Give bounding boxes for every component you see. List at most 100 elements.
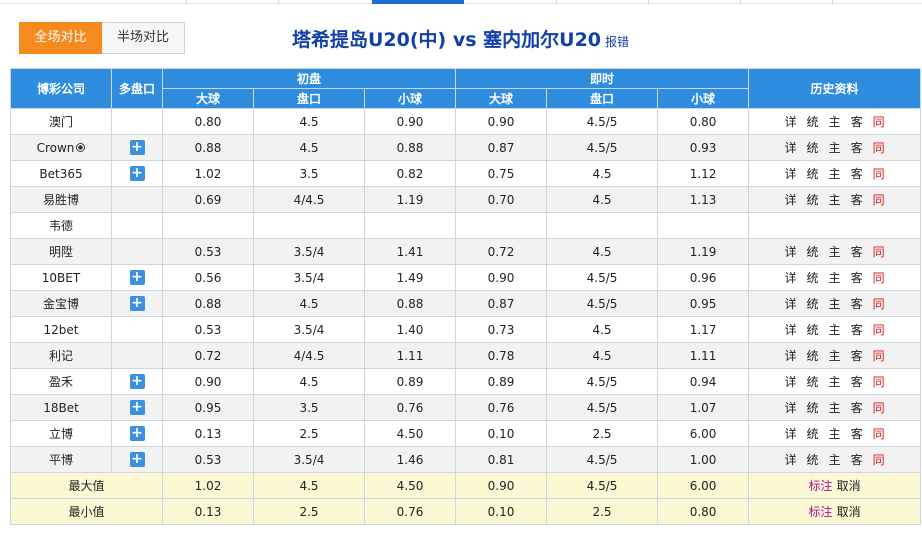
link-same[interactable]: 同 xyxy=(872,453,885,467)
company-cell: 利记 xyxy=(10,342,112,369)
link-away[interactable]: 客 xyxy=(850,115,863,129)
link-same[interactable]: 同 xyxy=(872,193,885,207)
link-away[interactable]: 客 xyxy=(850,401,863,415)
link-home[interactable]: 主 xyxy=(828,297,841,311)
odds-init-over: 1.02 xyxy=(162,160,254,187)
link-same[interactable]: 同 xyxy=(872,375,885,389)
link-stats[interactable]: 统 xyxy=(806,115,819,129)
plus-icon[interactable]: + xyxy=(129,373,145,389)
plus-icon[interactable]: + xyxy=(129,399,145,415)
link-stats[interactable]: 统 xyxy=(806,245,819,259)
link-detail[interactable]: 详 xyxy=(784,427,797,441)
link-detail[interactable]: 详 xyxy=(784,193,797,207)
link-same[interactable]: 同 xyxy=(872,323,885,337)
link-stats[interactable]: 统 xyxy=(806,297,819,311)
link-detail[interactable]: 详 xyxy=(784,167,797,181)
link-detail[interactable]: 详 xyxy=(784,297,797,311)
history-links: 详统主客同 xyxy=(748,368,922,395)
link-stats[interactable]: 统 xyxy=(806,167,819,181)
link-home[interactable]: 主 xyxy=(828,193,841,207)
link-home[interactable]: 主 xyxy=(828,349,841,363)
link-detail[interactable]: 详 xyxy=(784,349,797,363)
link-same[interactable]: 同 xyxy=(872,427,885,441)
link-stats[interactable]: 统 xyxy=(806,141,819,155)
company-cell: 18Bet xyxy=(10,394,112,421)
link-detail[interactable]: 详 xyxy=(784,271,797,285)
history-links: 详统主客同 xyxy=(748,394,922,421)
nav-divider xyxy=(740,0,741,4)
link-stats[interactable]: 统 xyxy=(806,349,819,363)
link-stats[interactable]: 统 xyxy=(806,453,819,467)
link-detail[interactable]: 详 xyxy=(784,375,797,389)
link-away[interactable]: 客 xyxy=(850,193,863,207)
odds-table: 博彩公司 多盘口 初盘 即时 历史资料 大球 盘口 小球 大球 盘口 小球 澳门… xyxy=(10,68,922,525)
link-home[interactable]: 主 xyxy=(828,245,841,259)
link-detail[interactable]: 详 xyxy=(784,453,797,467)
link-detail[interactable]: 详 xyxy=(784,245,797,259)
link-away[interactable]: 客 xyxy=(850,323,863,337)
cancel-button[interactable]: 取消 xyxy=(836,505,861,519)
link-home[interactable]: 主 xyxy=(828,115,841,129)
plus-icon[interactable]: + xyxy=(129,269,145,285)
link-away[interactable]: 客 xyxy=(850,427,863,441)
link-away[interactable]: 客 xyxy=(850,375,863,389)
link-detail[interactable]: 详 xyxy=(784,323,797,337)
match-title-text: 塔希提岛U20(中) vs 塞内加尔U20 xyxy=(292,29,602,51)
report-error-link[interactable]: 报错 xyxy=(605,35,630,49)
link-same[interactable]: 同 xyxy=(872,141,885,155)
link-same[interactable]: 同 xyxy=(872,349,885,363)
company-cell: 盈禾 xyxy=(10,368,112,395)
link-away[interactable]: 客 xyxy=(850,453,863,467)
page-header: 全场对比 半场对比 塔希提岛U20(中) vs 塞内加尔U20 报错 xyxy=(0,14,922,62)
link-same[interactable]: 同 xyxy=(872,401,885,415)
link-stats[interactable]: 统 xyxy=(806,427,819,441)
link-same[interactable]: 同 xyxy=(872,167,885,181)
link-home[interactable]: 主 xyxy=(828,271,841,285)
link-same[interactable]: 同 xyxy=(872,245,885,259)
link-away[interactable]: 客 xyxy=(850,297,863,311)
mark-button[interactable]: 标注 xyxy=(808,505,833,519)
link-stats[interactable]: 统 xyxy=(806,323,819,337)
link-home[interactable]: 主 xyxy=(828,401,841,415)
link-stats[interactable]: 统 xyxy=(806,193,819,207)
link-away[interactable]: 客 xyxy=(850,141,863,155)
plus-icon[interactable]: + xyxy=(129,139,145,155)
mark-button[interactable]: 标注 xyxy=(808,479,833,493)
odds-init-over: 0.53 xyxy=(162,446,254,473)
table-row: Bet365 +1.02 3.5 0.82 0.75 4.5 1.12 详统主客同 xyxy=(10,160,922,187)
summary-row: 最小值 0.13 2.5 0.76 0.10 2.5 0.80 标注 取消 xyxy=(10,498,922,525)
link-home[interactable]: 主 xyxy=(828,427,841,441)
link-stats[interactable]: 统 xyxy=(806,375,819,389)
plus-icon[interactable]: + xyxy=(129,425,145,441)
link-home[interactable]: 主 xyxy=(828,453,841,467)
link-same[interactable]: 同 xyxy=(872,271,885,285)
link-same[interactable]: 同 xyxy=(872,115,885,129)
link-home[interactable]: 主 xyxy=(828,323,841,337)
link-detail[interactable]: 详 xyxy=(784,115,797,129)
tab-full-match[interactable]: 全场对比 xyxy=(19,22,102,54)
link-stats[interactable]: 统 xyxy=(806,271,819,285)
plus-icon[interactable]: + xyxy=(129,295,145,311)
company-name: 平博 xyxy=(48,453,73,467)
header-initial-line: 盘口 xyxy=(253,88,365,109)
tab-half-match[interactable]: 半场对比 xyxy=(102,22,185,54)
link-same[interactable]: 同 xyxy=(872,297,885,311)
link-home[interactable]: 主 xyxy=(828,141,841,155)
link-away[interactable]: 客 xyxy=(850,349,863,363)
link-detail[interactable]: 详 xyxy=(784,141,797,155)
link-home[interactable]: 主 xyxy=(828,375,841,389)
link-detail[interactable]: 详 xyxy=(784,401,797,415)
link-home[interactable]: 主 xyxy=(828,167,841,181)
odds-init-under: 0.88 xyxy=(363,134,457,161)
plus-icon[interactable]: + xyxy=(129,165,145,181)
plus-icon[interactable]: + xyxy=(129,451,145,467)
odds-init-line: 4/4.5 xyxy=(253,342,365,369)
link-stats[interactable]: 统 xyxy=(806,401,819,415)
link-away[interactable]: 客 xyxy=(850,271,863,285)
nav-divider xyxy=(186,0,187,4)
cancel-button[interactable]: 取消 xyxy=(836,479,861,493)
odds-live-under: 0.94 xyxy=(657,368,750,395)
link-away[interactable]: 客 xyxy=(850,167,863,181)
link-away[interactable]: 客 xyxy=(850,245,863,259)
nav-divider xyxy=(832,0,833,4)
